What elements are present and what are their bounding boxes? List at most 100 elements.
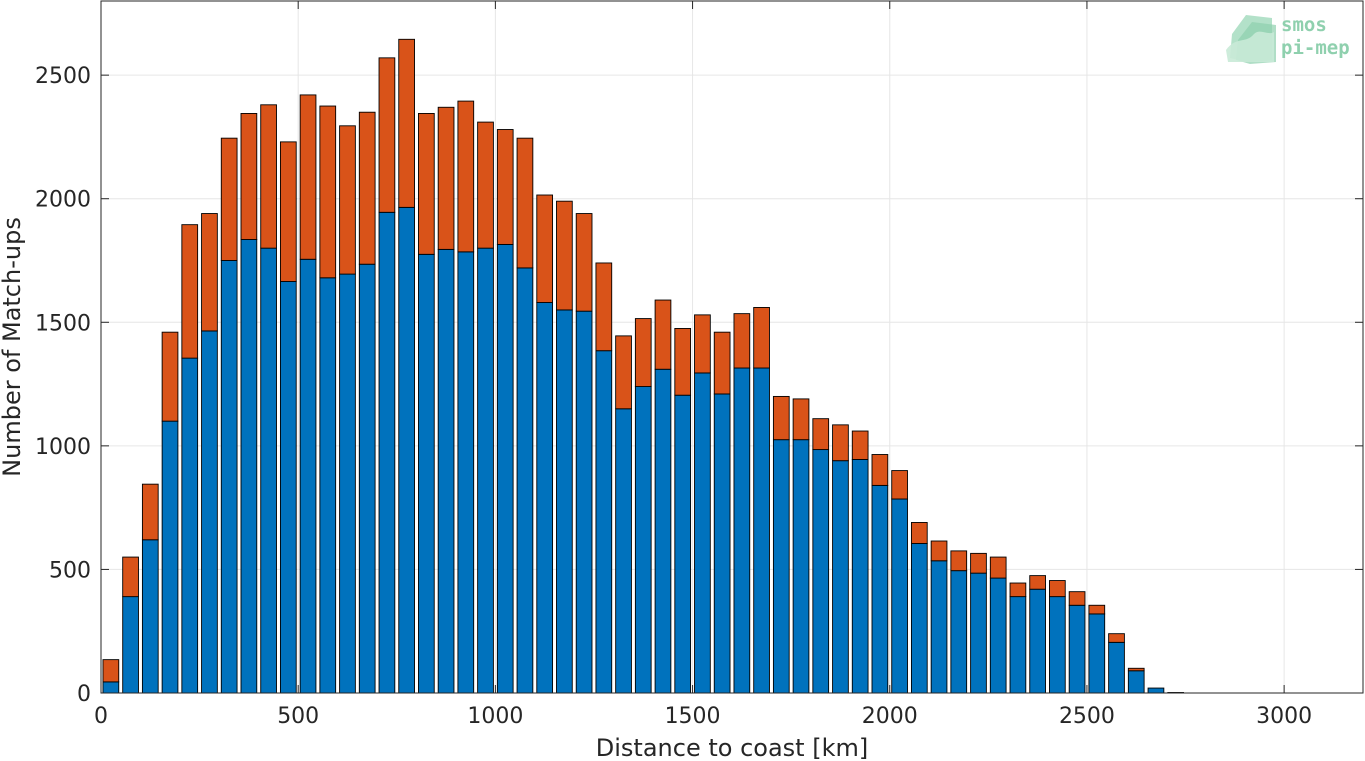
bar-series-2: [753, 307, 770, 369]
bar-series-2: [772, 395, 790, 441]
bar-series-1: [279, 281, 297, 694]
bar-series-2: [141, 483, 159, 541]
bar-series-2: [674, 328, 692, 396]
bar-series-2: [339, 125, 356, 275]
bar-series-1: [1147, 687, 1165, 694]
bar-series-1: [575, 310, 593, 694]
bar-series-2: [240, 112, 258, 240]
bar-series-1: [654, 368, 672, 694]
y-axis-label: Number of Match-ups: [0, 217, 26, 477]
bar-series-1: [378, 211, 396, 694]
bar-series-1: [536, 302, 554, 694]
bar-series-1: [161, 420, 179, 694]
bar-series-2: [575, 213, 593, 312]
x-tick-label: 3000: [1256, 704, 1312, 729]
bar-series-1: [201, 330, 218, 694]
bar-series-2: [122, 556, 139, 598]
bar-series-2: [733, 313, 751, 369]
y-tick-label: 500: [49, 558, 91, 583]
bar-series-2: [1009, 582, 1027, 598]
bar-series-2: [437, 106, 455, 250]
bar-series-1: [1029, 588, 1046, 694]
bar-series-1: [674, 394, 692, 694]
bar-series-2: [792, 398, 810, 441]
bar-series-2: [477, 121, 494, 249]
bar-series-2: [299, 94, 317, 260]
bar-series-2: [181, 224, 199, 359]
bar-series-2: [871, 454, 889, 486]
bar-series-1: [989, 577, 1007, 694]
bar-series-1: [358, 263, 376, 694]
bar-series-2: [319, 105, 337, 279]
y-tick-label: 1500: [35, 311, 91, 336]
bar-series-1: [871, 484, 889, 694]
bar-series-2: [418, 112, 435, 255]
bar-series-2: [378, 57, 396, 213]
bar-series-1: [1108, 641, 1125, 694]
bar-series-2: [930, 540, 948, 562]
y-tick-label: 0: [77, 682, 91, 707]
bar-series-1: [220, 260, 238, 694]
bar-series-2: [536, 194, 554, 303]
logo-text-pi-mep: pi-mep: [1281, 37, 1350, 59]
bar-series-2: [950, 550, 968, 572]
bar-series-1: [792, 439, 810, 694]
logo-text-smos: smos: [1281, 14, 1327, 36]
bar-series-2: [556, 200, 573, 311]
bar-series-2: [201, 213, 218, 332]
x-tick-label: 0: [94, 704, 108, 729]
bar-series-1: [260, 247, 277, 694]
bar-series-1: [181, 357, 199, 694]
bar-series-2: [713, 331, 731, 395]
bar-series-1: [970, 572, 987, 694]
bar-series-1: [891, 498, 908, 694]
bar-series-2: [358, 111, 376, 265]
bar-series-2: [161, 331, 179, 422]
bar-series-2: [1029, 575, 1046, 590]
y-tick-label: 2500: [35, 64, 91, 89]
bar-series-1: [299, 258, 317, 694]
bar-series-2: [279, 141, 297, 282]
bar-series-1: [102, 681, 120, 694]
bar-series-1: [457, 251, 475, 694]
bar-series-2: [496, 129, 514, 245]
x-axis-label: Distance to coast [km]: [596, 734, 868, 761]
bars: [102, 38, 1185, 694]
x-tick-label: 2000: [862, 704, 918, 729]
bar-series-1: [516, 267, 534, 694]
bar-series-1: [319, 277, 337, 694]
bar-series-1: [930, 560, 948, 694]
bar-series-2: [260, 104, 277, 249]
bar-series-2: [1068, 591, 1086, 606]
bar-series-2: [220, 137, 238, 261]
bar-series-2: [1108, 633, 1125, 643]
axis-ticks: 0 500 1000 1500 2000 2500 3000 0 500 1000 1500 2000…: [35, 1, 1363, 729]
y-tick-label: 1000: [35, 435, 91, 460]
bar-series-1: [595, 350, 613, 694]
bar-series-1: [1009, 596, 1027, 694]
x-tick-label: 500: [277, 704, 319, 729]
bar-series-1: [772, 439, 790, 694]
bar-series-2: [595, 262, 613, 352]
bar-series-1: [240, 239, 258, 694]
bar-series-1: [1068, 604, 1086, 694]
bar-series-2: [910, 522, 928, 544]
bar-series-2: [970, 552, 987, 574]
bar-series-1: [556, 309, 573, 694]
bar-series-2: [516, 137, 534, 269]
bar-series-1: [615, 408, 632, 694]
bar-series-2: [1088, 604, 1106, 615]
bar-series-2: [654, 299, 672, 370]
bar-series-2: [102, 659, 120, 683]
bar-series-1: [1127, 670, 1145, 694]
bar-series-1: [634, 386, 652, 694]
plot-frame: [100, 0, 1364, 694]
x-tick-label: 1000: [467, 704, 523, 729]
bar-series-2: [457, 100, 475, 253]
bar-series-2: [851, 430, 869, 460]
bar-series-1: [713, 393, 731, 694]
bar-series-1: [339, 273, 356, 694]
bar-series-1: [733, 367, 751, 694]
y-tick-label: 2000: [35, 188, 91, 213]
